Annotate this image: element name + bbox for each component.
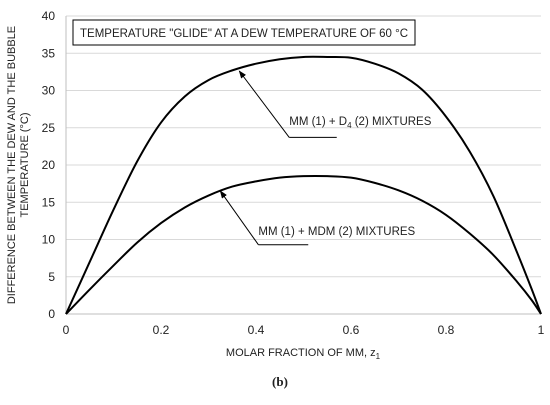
grid-lines bbox=[66, 15, 541, 278]
series-line-0 bbox=[65, 55, 542, 315]
y-tick-label-3: 15 bbox=[42, 195, 56, 209]
y-tick-label-4: 20 bbox=[42, 158, 56, 172]
x-tick-label-0: 0 bbox=[63, 323, 70, 337]
tick-labels: 0 5 10 15 20 25 30 35 40 0 0.2 0.4 0.6 0.8 1 bbox=[42, 9, 545, 337]
annotations: MM (1) + D4 (2) MIXTURES MM (1) + MDM (2)… bbox=[219, 70, 432, 246]
x-tick-label-5: 1 bbox=[538, 323, 545, 337]
panel-label: (b) bbox=[272, 374, 288, 389]
annotation-label-1: MM (1) + MDM (2) MIXTURES bbox=[258, 226, 415, 238]
annotation-arrow-1 bbox=[219, 190, 259, 246]
x-tick-label-1: 0.2 bbox=[153, 323, 170, 337]
x-tick-label-3: 0.6 bbox=[343, 323, 360, 337]
y-tick-label-2: 10 bbox=[42, 233, 56, 247]
chart-title: TEMPERATURE "GLIDE" AT A DEW TEMPERATURE… bbox=[80, 28, 408, 40]
series-lines bbox=[65, 55, 542, 315]
annotation-label-0: MM (1) + D4 (2) MIXTURES bbox=[289, 116, 431, 130]
y-axis-label-line1: DIFFERENCE BETWEEN THE DEW AND THE BUBBL… bbox=[6, 26, 18, 304]
axes bbox=[65, 16, 541, 315]
x-tick-label-2: 0.4 bbox=[248, 323, 265, 337]
x-axis-label: MOLAR FRACTION OF MM, z1 bbox=[226, 347, 381, 361]
x-tick-label-4: 0.8 bbox=[438, 323, 455, 337]
y-tick-label-6: 30 bbox=[42, 84, 56, 98]
series-line-1 bbox=[65, 174, 542, 315]
y-tick-label-0: 0 bbox=[48, 307, 55, 321]
annotation-arrow-0 bbox=[238, 70, 290, 138]
y-tick-label-5: 25 bbox=[42, 121, 56, 135]
y-axis-label-line2: TEMPERATURE (°C) bbox=[19, 112, 31, 217]
y-tick-label-8: 40 bbox=[42, 9, 56, 23]
chart-title-box: TEMPERATURE "GLIDE" AT A DEW TEMPERATURE… bbox=[72, 19, 416, 46]
y-tick-label-1: 5 bbox=[48, 270, 55, 284]
y-axis-label: DIFFERENCE BETWEEN THE DEW AND THE BUBBL… bbox=[6, 26, 31, 304]
y-tick-label-7: 35 bbox=[42, 46, 56, 60]
